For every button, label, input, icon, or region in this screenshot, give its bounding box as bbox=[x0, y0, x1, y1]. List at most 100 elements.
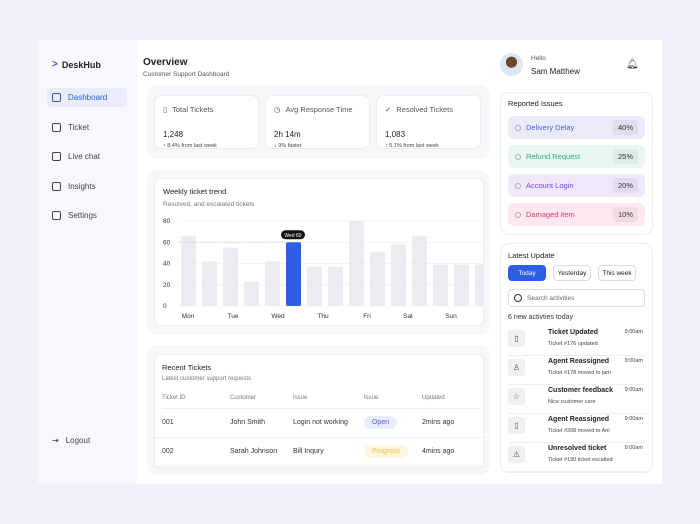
chat-icon bbox=[52, 152, 61, 161]
table-row[interactable] bbox=[155, 438, 485, 467]
bar[interactable] bbox=[202, 261, 217, 306]
tooltip bbox=[281, 230, 305, 240]
column-header: Updated bbox=[422, 395, 445, 401]
status-badge: Progress bbox=[364, 445, 409, 458]
gear-icon bbox=[52, 211, 61, 220]
issue-item[interactable]: Account Login 20% bbox=[508, 174, 645, 197]
issue-item[interactable]: Refund Request 25% bbox=[508, 145, 645, 168]
logout-button[interactable]: ⇥ Logout bbox=[52, 436, 91, 445]
status-badge: Open bbox=[364, 416, 398, 429]
bar[interactable] bbox=[244, 281, 259, 306]
bar[interactable] bbox=[265, 261, 280, 306]
column-header: Customer bbox=[230, 395, 257, 401]
activity-item[interactable]: ☆ Customer feedback Nice customer care 9:00… bbox=[508, 385, 645, 414]
x-tick-label: Sat bbox=[403, 313, 413, 320]
x-tick-label: Mon bbox=[182, 313, 195, 320]
stat-card: ◷ Avg Response Time 2h 14m ↓ 9% faster bbox=[265, 95, 370, 149]
bell-icon[interactable]: 🔔︎ bbox=[626, 59, 639, 70]
search-input[interactable]: Search activities bbox=[508, 289, 645, 307]
sidebar-item-live-chat[interactable]: Live chat bbox=[47, 147, 127, 166]
updates-title: Latest Update bbox=[508, 251, 555, 260]
logo-icon: > bbox=[52, 59, 58, 70]
bar[interactable] bbox=[307, 266, 322, 306]
bar[interactable] bbox=[475, 264, 484, 306]
sidebar-item-insights[interactable]: Insights bbox=[47, 177, 127, 196]
activity-count: 6 new activties today bbox=[508, 314, 573, 321]
bar[interactable] bbox=[412, 235, 427, 306]
sidebar-item-ticket[interactable]: Ticket bbox=[47, 118, 127, 137]
ticket-icon bbox=[52, 122, 61, 132]
cell-updated: 2mins ago bbox=[422, 419, 455, 426]
issue-item[interactable]: Delivery Delay 40% bbox=[508, 116, 645, 139]
bar[interactable] bbox=[349, 221, 364, 306]
chart-subtitle: Resolved, and escalated tickets bbox=[163, 201, 255, 208]
bar-chart: 0 20 40 60 80 Wed 60 Mon Tue Wed Thu Fri Sat Sun bbox=[163, 218, 484, 320]
divider bbox=[162, 408, 480, 409]
cell-id: 001 bbox=[162, 419, 174, 426]
x-tick-label: Wed bbox=[271, 313, 285, 320]
cell-updated: 4mins ago bbox=[422, 448, 455, 455]
logo[interactable]: > DeskHub bbox=[52, 59, 101, 70]
cell-id: 002 bbox=[162, 448, 174, 455]
chart-card: Weekly ticket trend Resolved, and escala… bbox=[154, 178, 484, 326]
user-name: Sam Matthew bbox=[531, 67, 580, 76]
chart-title: Weekly ticket trend bbox=[163, 187, 227, 196]
page-subtitle: Customer Support Dashboard bbox=[143, 71, 230, 78]
sidebar-item-settings[interactable]: Settings bbox=[47, 206, 127, 225]
tab-this-week[interactable]: This week bbox=[598, 265, 636, 281]
bar[interactable] bbox=[181, 235, 196, 306]
sidebar-item-dashboard[interactable]: Dashboard bbox=[47, 88, 127, 107]
sidebar bbox=[38, 40, 137, 484]
activity-item[interactable]: ▯ Ticket Updated Ticket #176 updated 9:00am bbox=[508, 327, 645, 356]
recent-tickets-card: Recent Tickets Latest customer support r… bbox=[154, 354, 485, 469]
tab-yesterday[interactable]: Yesterday bbox=[553, 265, 591, 281]
activity-item[interactable]: ⚠ Unresolved ticket Ticket #190 ticket esc… bbox=[508, 443, 645, 472]
clock-icon: ◷ bbox=[274, 105, 281, 114]
tab-today[interactable]: Today bbox=[508, 265, 546, 281]
bar[interactable] bbox=[433, 264, 448, 306]
warning-icon: ⚠ bbox=[508, 446, 525, 463]
logout-icon: ⇥ bbox=[52, 436, 59, 445]
ticket-icon: ▯ bbox=[508, 330, 525, 347]
bar[interactable] bbox=[286, 242, 301, 306]
x-tick-label: Tue bbox=[228, 313, 239, 320]
issue-item[interactable]: Damaged item 10% bbox=[508, 203, 645, 226]
reported-title: Reported Issues bbox=[508, 99, 563, 108]
page-title: Overview bbox=[143, 57, 188, 68]
cell-issue: Login not working bbox=[293, 419, 348, 426]
user-icon: ♙ bbox=[508, 359, 525, 376]
cell-customer: Sarah Johnson bbox=[230, 448, 278, 455]
circle-icon bbox=[515, 124, 521, 131]
y-tick-label: 40 bbox=[163, 261, 171, 268]
bar[interactable] bbox=[370, 251, 385, 306]
column-header: Ticket ID bbox=[162, 395, 186, 401]
circle-icon bbox=[515, 182, 521, 189]
bar[interactable] bbox=[223, 247, 238, 306]
cell-issue: Bill Inqury bbox=[293, 448, 324, 455]
activity-item[interactable]: ▯ Agent Reassigned Ticket #208 moved to An… bbox=[508, 414, 645, 443]
bar[interactable] bbox=[328, 266, 343, 306]
bar[interactable] bbox=[454, 264, 469, 306]
ticket-icon: ▯ bbox=[163, 105, 168, 114]
avatar[interactable] bbox=[500, 53, 523, 76]
chart-icon bbox=[52, 181, 61, 191]
ticket-icon: ▯ bbox=[508, 417, 525, 434]
table-row[interactable] bbox=[155, 409, 485, 438]
y-tick-label: 20 bbox=[163, 282, 171, 289]
check-circle-icon: ✓ bbox=[385, 105, 392, 114]
column-header: Issue bbox=[293, 395, 308, 401]
y-tick-label: 0 bbox=[163, 303, 167, 310]
recent-subtitle: Latest customer support requests bbox=[162, 376, 252, 382]
recent-title: Recent Tickets bbox=[162, 363, 212, 372]
search-icon bbox=[514, 294, 522, 302]
activity-item[interactable]: ♙ Agent Reassigned Ticket #178 moved to ja… bbox=[508, 356, 645, 385]
y-tick-label: 60 bbox=[163, 239, 171, 246]
grid-icon bbox=[52, 93, 61, 102]
circle-icon bbox=[515, 153, 521, 160]
y-tick-label: 80 bbox=[163, 218, 171, 225]
bar[interactable] bbox=[391, 244, 406, 306]
tooltip-label: Wed 60 bbox=[284, 233, 301, 239]
x-tick-label: Sun bbox=[445, 313, 457, 320]
circle-icon bbox=[515, 211, 521, 218]
star-icon: ☆ bbox=[508, 388, 525, 405]
